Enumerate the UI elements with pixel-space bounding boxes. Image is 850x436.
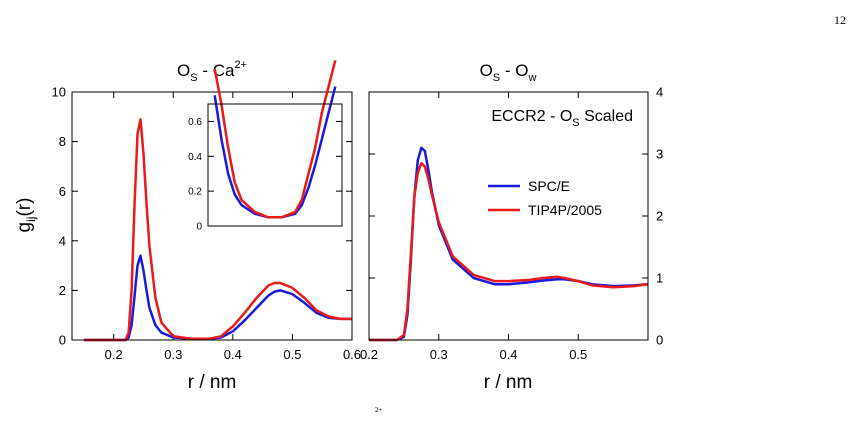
plot-frame — [207, 103, 343, 227]
x-axis-label: r / nm — [188, 372, 237, 393]
data-line — [83, 118, 352, 342]
inset-background — [208, 104, 342, 226]
y-tick-label: 2 — [59, 283, 66, 298]
annotation: ECCR2 - OS Scaled — [491, 108, 633, 129]
y-tick-label: 8 — [59, 134, 66, 149]
y-tick-label: 0.6 — [188, 117, 202, 128]
y-tick-label: 4 — [656, 85, 663, 100]
y-tick-label: 0.2 — [188, 187, 202, 198]
y-tick-label: 0 — [656, 333, 663, 348]
y-tick-label: 0.4 — [188, 152, 202, 163]
y-tick-label: 1 — [656, 271, 663, 286]
x-tick-label: 0.5 — [569, 347, 587, 362]
y-tick-label: 0 — [59, 333, 66, 348]
page-number: 12 — [834, 13, 846, 27]
y-axis-label: gij(r) — [14, 198, 38, 233]
x-tick-label: 0.4 — [224, 347, 242, 362]
y-tick-label: 4 — [59, 233, 66, 248]
x-tick-label: 0.4 — [499, 347, 517, 362]
x-tick-label: 0.3 — [430, 347, 448, 362]
x-tick-label: 0.3 — [164, 347, 182, 362]
plot-frame — [368, 91, 649, 341]
chart-title: OS - Ow — [480, 61, 537, 84]
plot-frame — [71, 91, 353, 341]
data-line — [213, 60, 337, 219]
chart-title: OS - Ca2+ — [177, 59, 247, 84]
x-tick-label: 0.2 — [360, 347, 378, 362]
y-tick-label: 6 — [59, 184, 66, 199]
legend-label: SPC/E — [528, 178, 570, 194]
x-tick-label: 0.6 — [343, 347, 361, 362]
data-line — [369, 162, 649, 342]
x-tick-label: 0.5 — [283, 347, 301, 362]
x-axis-label: r / nm — [484, 372, 533, 393]
caption-fragment: 2+ — [375, 406, 383, 414]
y-tick-label: 3 — [656, 147, 663, 162]
x-tick-label: 0.2 — [105, 347, 123, 362]
data-line — [83, 254, 352, 342]
y-tick-label: 10 — [52, 85, 66, 100]
y-tick-label: 0 — [196, 222, 202, 233]
legend-label: TIP4P/2005 — [528, 202, 602, 218]
y-tick-label: 2 — [656, 209, 663, 224]
